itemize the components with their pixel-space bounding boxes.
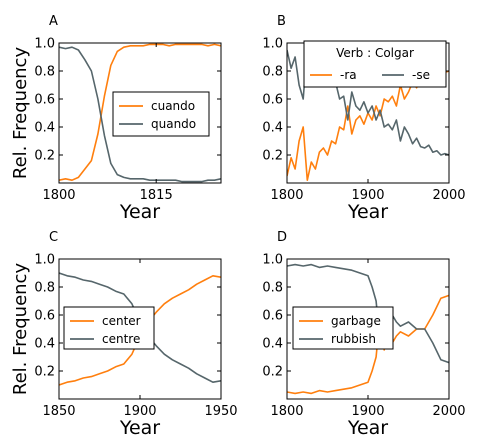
panel-c-legend: center centre [63, 306, 155, 350]
panel-a-xtick-label: 1800 [42, 188, 75, 203]
panel-d-ytick-label: 1.0 [262, 253, 283, 268]
panel-a-letter: A [49, 14, 58, 29]
panel-a-ytick-label: 0.8 [34, 65, 55, 80]
panel-b-legend-label: -ra [340, 68, 357, 82]
panel-c-y-axis-label: Rel. Frequency [10, 263, 31, 396]
panel-a-axes-frame [58, 42, 222, 184]
panel-c-ytick-label: 0.2 [34, 365, 55, 380]
panel-c: C 0.2 0.4 0.6 0.8 1.0 1850 1900 1950 Year Rel. Fre… [10, 230, 238, 439]
panel-d-ytick-label: 0.8 [262, 281, 283, 296]
panel-b-legend-label: -se [412, 68, 430, 82]
panel-b: B 0.2 0.4 0.6 0.8 1.0 1800 1900 2000 Year Verb : C… [262, 14, 465, 223]
panel-d-ytick-label: 0.4 [262, 337, 283, 352]
panel-c-ytick-label: 0.6 [34, 309, 55, 324]
panel-b-legend-box [303, 40, 447, 88]
panel-a-legend: cuando quando [112, 91, 210, 137]
panel-a-xtick-label: 1815 [140, 188, 173, 203]
panel-b-letter: B [277, 14, 286, 29]
panel-b-ytick-label: 0.6 [262, 93, 283, 108]
panel-d-ytick-label: 0.6 [262, 309, 283, 324]
panel-b-x-axis-label: Year [347, 201, 388, 223]
panel-b-xtick-label: 1800 [270, 188, 303, 203]
panel-d: D 0.2 0.4 0.6 0.8 1.0 1800 1900 2000 Year garbage r… [262, 230, 465, 439]
panel-c-letter: C [49, 230, 58, 245]
panel-a-x-axis-label: Year [119, 201, 160, 223]
panel-c-xtick-label: 1850 [42, 404, 75, 419]
panel-c-x-axis-label: Year [119, 417, 160, 439]
panel-d-xtick-label: 2000 [432, 404, 465, 419]
panel-a-series-quando-line [59, 46, 221, 183]
panel-d-legend-label: rubbish [331, 332, 376, 346]
panel-a-legend-label: cuando [151, 99, 195, 113]
panel-c-xtick-label: 1950 [204, 404, 237, 419]
panel-c-legend-label: centre [102, 332, 140, 346]
panel-c-ytick-label: 0.8 [34, 281, 55, 296]
panel-b-ytick-label: 0.2 [262, 149, 283, 164]
panel-d-xtick-label: 1900 [351, 404, 384, 419]
panel-d-legend-label: garbage [331, 314, 381, 328]
panel-a-ytick-label: 0.4 [34, 121, 55, 136]
panel-a-series-cuando-line [59, 43, 221, 181]
panel-b-legend-title: Verb : Colgar [336, 46, 414, 60]
panel-a-ytick-label: 1.0 [34, 37, 55, 52]
panel-c-legend-label: center [102, 314, 141, 328]
panel-d-x-axis-label: Year [347, 417, 388, 439]
panel-d-series-rubbish-line [287, 263, 449, 364]
panel-d-legend-box [292, 306, 394, 350]
panel-a-ytick-label: 0.2 [34, 149, 55, 164]
panel-c-xtick-label: 1900 [123, 404, 156, 419]
panel-b-xtick-label: 1900 [351, 188, 384, 203]
panel-a-ytick-label: 0.6 [34, 93, 55, 108]
panel-b-ytick-label: 1.0 [262, 37, 283, 52]
panel-b-ytick-label: 0.8 [262, 65, 283, 80]
panel-d-legend: garbage rubbish [292, 306, 394, 350]
panel-c-legend-box [63, 306, 155, 350]
panel-b-ytick-label: 0.4 [262, 121, 283, 136]
panel-d-letter: D [277, 230, 287, 245]
panel-c-ytick-label: 0.4 [34, 337, 55, 352]
panel-b-legend: Verb : Colgar -ra -se [303, 40, 447, 88]
panel-d-xtick-label: 1800 [270, 404, 303, 419]
panel-d-ytick-label: 0.2 [262, 365, 283, 380]
panel-a-y-axis-label: Rel. Frequency [10, 47, 31, 180]
panel-a-legend-box [112, 91, 210, 137]
panel-a-legend-label: quando [151, 117, 196, 131]
panel-b-xtick-label: 2000 [432, 188, 465, 203]
panel-c-ytick-label: 1.0 [34, 253, 55, 268]
